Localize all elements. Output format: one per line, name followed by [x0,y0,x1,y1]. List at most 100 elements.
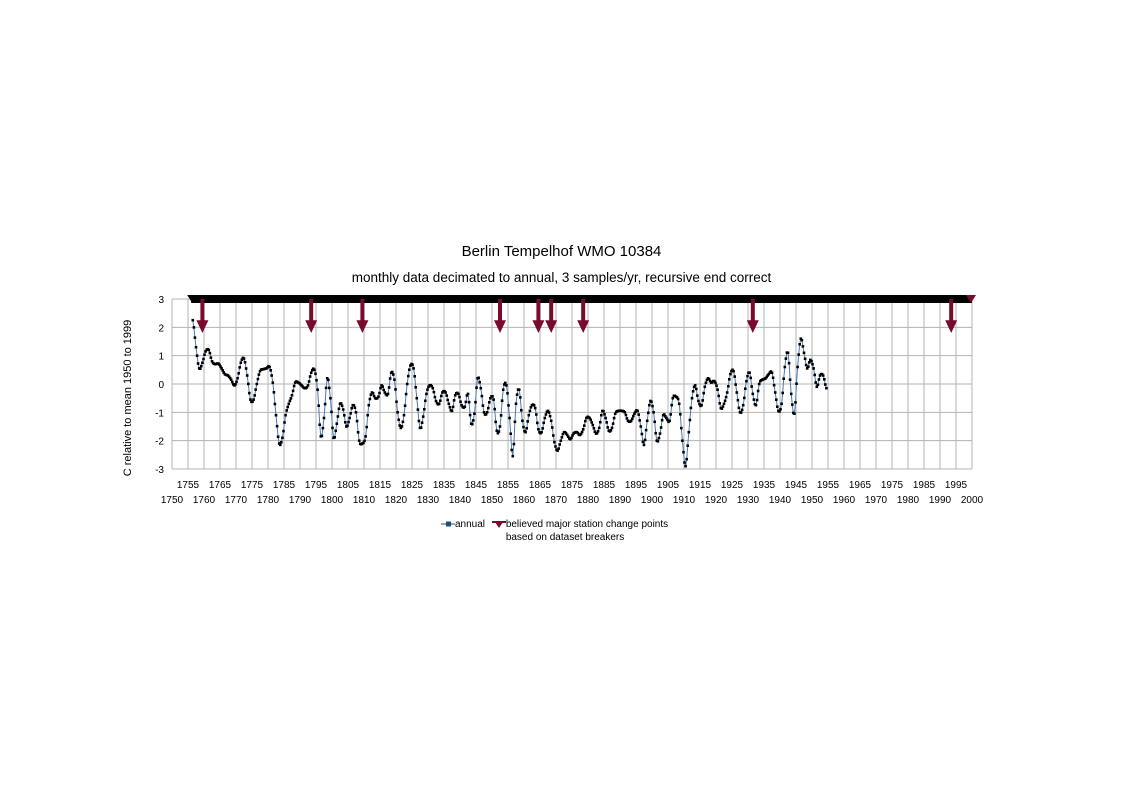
change-point-arrow [545,299,558,333]
annual-marker [589,418,592,422]
annual-marker [799,337,803,340]
annual-marker [748,371,751,374]
annual-marker [482,411,486,414]
annual-marker [810,359,813,363]
annual-marker [488,401,491,404]
annual-marker [681,439,684,442]
annual-marker [756,389,760,393]
annual-marker [446,398,449,402]
annual-marker [238,366,241,369]
change-point-arrow [577,299,590,333]
annual-marker [565,433,569,437]
annual-marker [642,443,646,447]
annual-marker [273,402,277,406]
annual-marker [424,399,427,403]
legend-annual-label: annual [455,519,486,530]
annual-marker [553,440,556,444]
annual-marker [388,377,392,380]
annual-marker [426,388,429,391]
annual-marker [696,394,699,397]
annual-marker [794,401,797,404]
annual-marker [444,391,447,394]
annual-marker [724,395,728,399]
annual-marker [701,399,704,402]
annual-marker [641,440,645,444]
annual-marker [707,377,711,381]
annual-marker [685,457,688,461]
annual-marker [824,383,827,386]
annual-marker [288,399,292,403]
annual-marker [275,424,279,428]
annual-marker [651,404,654,408]
x-tick-label-upper: 1815 [369,480,392,491]
annual-marker [313,368,316,372]
x-tick-label-upper: 1795 [305,480,328,491]
annual-marker [511,454,515,458]
x-tick-label-lower: 1940 [769,495,792,506]
x-tick-label-upper: 1965 [849,480,872,491]
annual-marker [285,409,288,412]
annual-marker [783,365,787,369]
annual-marker [745,379,748,383]
annual-marker [629,419,633,423]
annual-marker [357,439,361,442]
annual-marker [392,373,395,376]
annual-marker [382,388,385,392]
annual-marker [645,419,649,423]
x-tick-label-lower: 1990 [929,495,952,506]
annual-marker [583,424,586,427]
y-tick-label: -2 [155,437,164,448]
x-tick-label-upper: 1895 [625,480,648,491]
annual-marker [625,417,629,420]
grid-lines [172,298,973,470]
annual-series [191,318,828,468]
annual-line [192,320,827,467]
annual-marker [668,419,671,423]
annual-marker [805,367,809,370]
annual-marker [663,413,666,416]
annual-marker [650,400,653,404]
annual-marker [537,428,540,431]
annual-marker [423,408,426,411]
annual-marker [309,371,313,374]
x-tick-label-lower: 1910 [673,495,696,506]
annual-marker [445,394,448,397]
x-tick-label-upper: 1855 [497,480,520,491]
annual-marker [686,444,689,447]
annual-marker [402,413,406,417]
annual-marker [324,386,328,390]
annual-marker [521,419,524,423]
annual-marker [463,405,467,408]
annual-marker [447,402,451,406]
annual-marker [700,403,703,407]
annual-marker [195,354,199,357]
annual-marker [631,417,634,421]
x-tick-label-lower: 1750 [161,495,184,506]
annual-marker [579,432,583,436]
x-tick-label-upper: 1985 [913,480,936,491]
annual-marker [526,420,529,423]
annual-marker [702,391,705,395]
annual-marker [771,376,775,380]
annual-marker [289,397,293,400]
annual-marker [365,425,368,429]
annual-marker [425,392,428,396]
annual-marker [291,389,295,393]
annual-marker [780,402,783,406]
annual-marker [679,413,682,416]
annual-marker [218,363,221,367]
annual-marker [692,385,696,389]
annual-marker [757,382,761,386]
annual-marker [306,384,310,387]
x-tick-label-lower: 1840 [449,495,472,506]
annual-marker [564,432,568,435]
x-tick-label-lower: 1890 [609,495,632,506]
annual-marker [507,404,510,407]
annual-marker [202,357,205,361]
annual-marker [559,439,563,442]
annual-marker [588,416,591,420]
annual-marker [670,403,673,407]
annual-marker [648,403,651,407]
annual-marker [749,376,752,380]
annual-marker [192,326,196,329]
